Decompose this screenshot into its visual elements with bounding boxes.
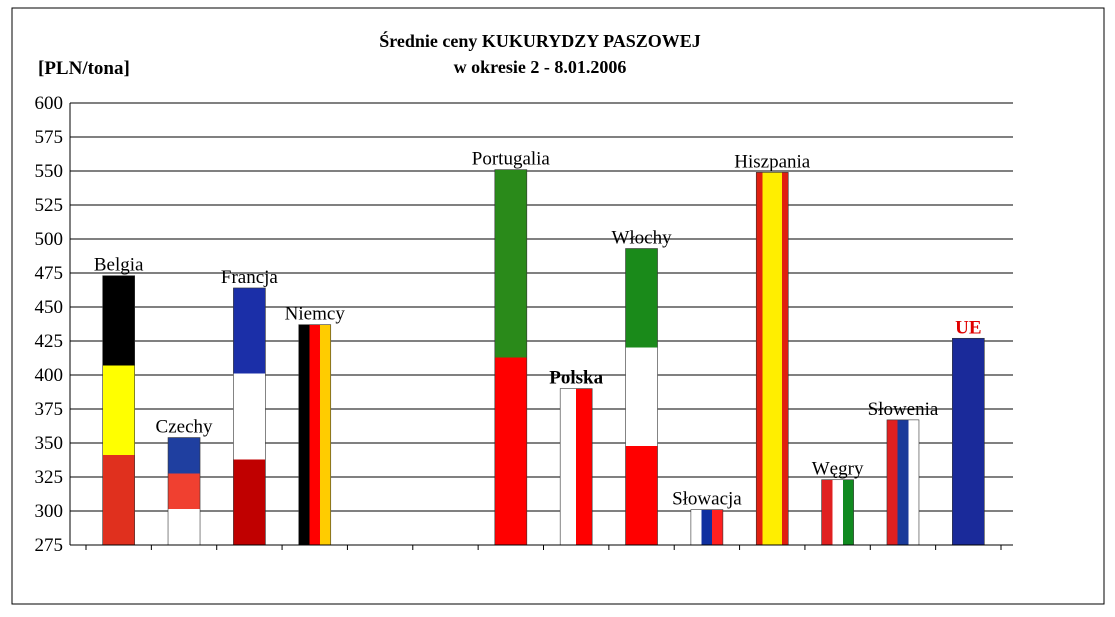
bar-label: Węgry [812,459,864,480]
bar-label: Portugalia [472,149,551,170]
y-tick-label: 525 [35,195,64,216]
bar [952,337,985,546]
bar-label: Włochy [611,228,672,249]
y-tick-label: 575 [35,127,64,148]
bar-label: Słowenia [868,399,939,420]
bar-label: Niemcy [285,304,346,325]
y-tick-label: 425 [35,331,64,352]
bar-label: Polska [549,368,603,389]
bar [690,509,724,546]
bar [821,479,854,546]
y-tick-label: 400 [35,365,64,386]
bar-label: Słowacja [672,489,742,510]
bar-label: Belgia [94,255,144,276]
y-tick-label: 550 [35,161,64,182]
bar [886,419,920,546]
bar [167,437,201,546]
y-tick-label: 325 [35,467,64,488]
bar-label: Hiszpania [734,151,811,172]
bar [755,172,789,546]
chart-subtitle: w okresie 2 - 8.01.2006 [454,57,627,77]
y-tick-label: 475 [35,263,64,284]
y-tick-label: 375 [35,399,64,420]
bar [233,287,266,546]
bar [625,248,658,546]
bar [559,388,593,546]
y-tick-label: 350 [35,433,64,454]
bar-label: Czechy [156,417,213,438]
y-axis-label: [PLN/tona] [38,58,130,79]
y-tick-label: 600 [35,93,64,114]
bar-label: UE [955,317,981,338]
bar-label: Francja [221,267,279,288]
y-tick-label: 450 [35,297,64,318]
bar [102,275,135,546]
y-tick-label: 300 [35,501,64,522]
y-tick-label: 275 [35,535,64,556]
chart-title: Średnie ceny KUKURYDZY PASZOWEJ [379,30,701,51]
y-tick-label: 500 [35,229,64,250]
bar [298,324,332,546]
bar [494,169,528,546]
